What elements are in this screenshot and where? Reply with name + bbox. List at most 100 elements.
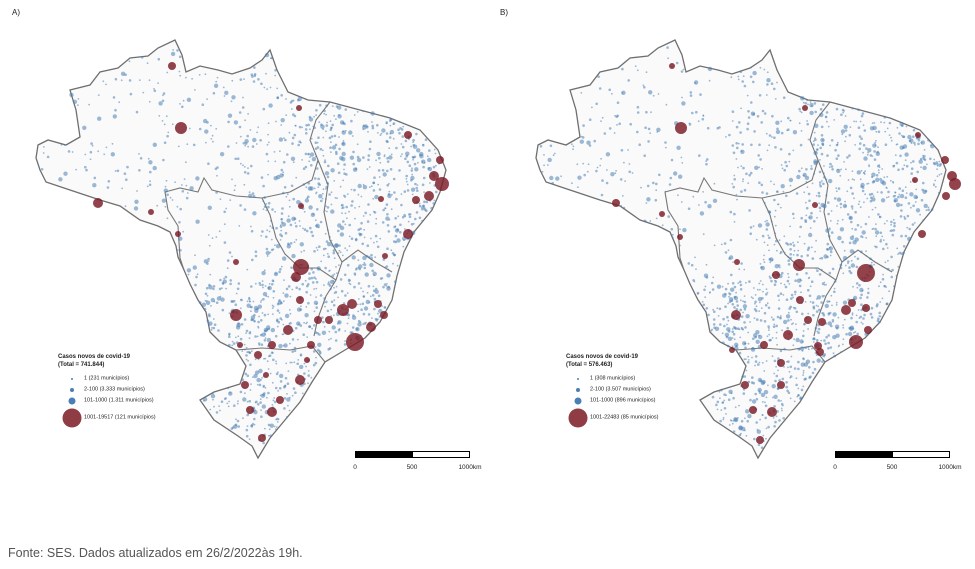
municipality-dot bbox=[330, 141, 332, 144]
municipality-dot bbox=[231, 79, 234, 82]
municipality-dot bbox=[840, 168, 842, 171]
municipality-dot bbox=[646, 197, 651, 202]
municipality-dot bbox=[739, 336, 742, 339]
municipality-dot bbox=[898, 193, 901, 196]
municipality-dot bbox=[826, 242, 830, 246]
municipality-dot bbox=[882, 273, 884, 276]
municipality-dot bbox=[827, 201, 830, 204]
municipality-dot bbox=[227, 387, 230, 390]
municipality-dot bbox=[933, 158, 936, 161]
municipality-dot bbox=[760, 307, 763, 309]
municipality-dot bbox=[323, 301, 326, 304]
municipality-dot bbox=[418, 216, 422, 220]
municipality-dot bbox=[247, 113, 250, 115]
municipality-dot bbox=[290, 361, 293, 364]
municipality-dot bbox=[770, 180, 772, 183]
municipality-dot bbox=[297, 323, 300, 326]
municipality-dot bbox=[774, 98, 777, 100]
municipality-dot bbox=[280, 218, 284, 221]
legend-symbol bbox=[71, 377, 73, 380]
municipality-dot bbox=[288, 205, 291, 208]
municipality-dot bbox=[362, 183, 365, 186]
municipality-dot bbox=[726, 315, 729, 319]
municipality-dot bbox=[906, 226, 909, 229]
municipality-dot bbox=[650, 111, 652, 114]
municipality-dot bbox=[892, 195, 896, 198]
municipality-dot bbox=[405, 178, 408, 180]
municipality-dot bbox=[804, 219, 807, 222]
municipality-dot bbox=[749, 398, 752, 402]
municipality-dot bbox=[205, 286, 209, 290]
municipality-dot bbox=[895, 274, 898, 277]
municipality-dot bbox=[869, 154, 873, 157]
municipality-dot bbox=[854, 255, 856, 258]
municipality-dot bbox=[720, 409, 723, 411]
municipality-dot bbox=[735, 142, 738, 145]
municipality-large-dot bbox=[942, 192, 950, 200]
municipality-dot bbox=[266, 255, 269, 257]
municipality-dot bbox=[825, 283, 827, 286]
municipality-dot bbox=[262, 297, 265, 301]
municipality-dot bbox=[727, 336, 733, 341]
municipality-dot bbox=[627, 149, 629, 151]
municipality-dot bbox=[812, 143, 815, 146]
municipality-dot bbox=[269, 86, 272, 89]
municipality-dot bbox=[732, 185, 735, 189]
municipality-dot bbox=[809, 227, 812, 229]
municipality-dot bbox=[313, 250, 316, 253]
municipality-large-dot bbox=[380, 311, 388, 319]
municipality-dot bbox=[825, 335, 828, 339]
municipality-dot bbox=[878, 285, 880, 288]
municipality-dot bbox=[336, 272, 338, 274]
municipality-dot bbox=[763, 320, 767, 323]
municipality-dot bbox=[267, 391, 270, 395]
municipality-dot bbox=[352, 167, 358, 172]
map-panel-a: A) Casos novos de covid-19 (Total = 741.… bbox=[0, 0, 487, 500]
municipality-dot bbox=[742, 166, 745, 170]
municipality-dot bbox=[267, 201, 271, 205]
scale-tick: 500 bbox=[406, 464, 418, 471]
municipality-dot bbox=[267, 133, 269, 136]
municipality-dot bbox=[334, 290, 338, 294]
municipality-dot bbox=[549, 175, 554, 181]
municipality-large-dot bbox=[314, 316, 322, 324]
municipality-dot bbox=[777, 307, 781, 310]
municipality-dot bbox=[787, 272, 789, 275]
municipality-dot bbox=[777, 399, 780, 402]
municipality-dot bbox=[800, 167, 803, 170]
municipality-dot bbox=[288, 309, 291, 311]
municipality-dot bbox=[883, 284, 887, 288]
municipality-dot bbox=[859, 142, 862, 145]
municipality-dot bbox=[644, 126, 647, 129]
municipality-dot bbox=[600, 193, 604, 197]
municipality-dot bbox=[335, 285, 338, 288]
municipality-dot bbox=[279, 150, 281, 153]
municipality-dot bbox=[300, 251, 303, 253]
municipality-dot bbox=[858, 284, 861, 287]
municipality-dot bbox=[753, 130, 756, 133]
municipality-dot bbox=[317, 186, 320, 189]
municipality-dot bbox=[315, 280, 319, 284]
municipality-dot bbox=[298, 220, 301, 222]
municipality-dot bbox=[313, 126, 316, 130]
municipality-dot bbox=[792, 217, 795, 220]
municipality-dot bbox=[894, 191, 896, 194]
municipality-dot bbox=[820, 301, 823, 304]
municipality-dot bbox=[372, 189, 376, 192]
municipality-large-dot bbox=[268, 341, 276, 349]
municipality-dot bbox=[767, 425, 770, 429]
municipality-dot bbox=[376, 123, 379, 127]
municipality-dot bbox=[732, 151, 736, 155]
municipality-dot bbox=[631, 172, 634, 174]
municipality-dot bbox=[737, 166, 739, 169]
municipality-large-dot bbox=[237, 342, 243, 348]
municipality-dot bbox=[287, 404, 289, 407]
municipality-dot bbox=[734, 346, 739, 351]
municipality-dot bbox=[787, 391, 791, 395]
municipality-dot bbox=[284, 138, 287, 142]
municipality-dot bbox=[330, 239, 333, 242]
municipality-dot bbox=[152, 142, 157, 147]
municipality-dot bbox=[713, 182, 716, 185]
municipality-dot bbox=[801, 312, 804, 316]
municipality-dot bbox=[323, 109, 326, 113]
